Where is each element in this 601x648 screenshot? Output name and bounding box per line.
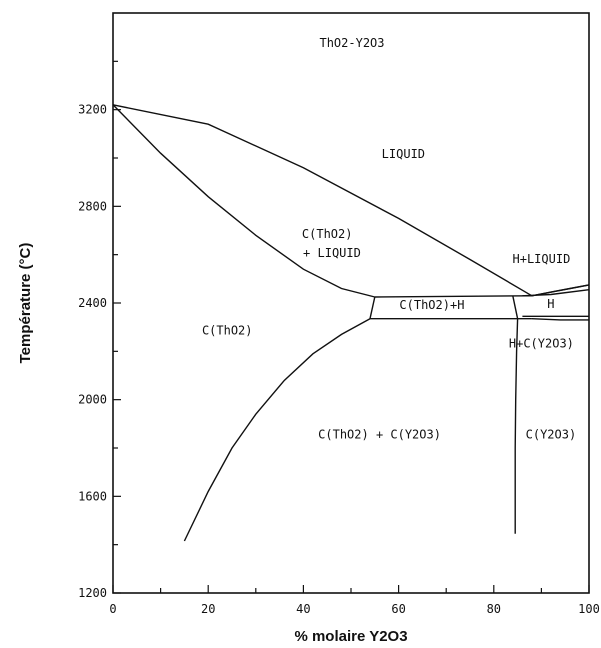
- x-tick-label: 40: [296, 602, 310, 616]
- x-tick-label: 80: [487, 602, 501, 616]
- plot-frame: [112, 12, 590, 594]
- x-tick-label: 100: [578, 602, 600, 616]
- curve-solidus-ThO2: [112, 104, 375, 298]
- region-label-h-liquid: H+LIQUID: [513, 252, 571, 266]
- y-tick-label: 2400: [78, 296, 107, 310]
- chart-title: ThO2-Y2O3: [319, 36, 384, 50]
- curve-h-lower-right: [531, 318, 589, 321]
- phase-boundaries: [112, 104, 590, 542]
- curve-solvus-ThO2: [183, 318, 371, 542]
- curve-liquidus: [112, 104, 590, 297]
- y-tick-label: 3200: [78, 103, 107, 117]
- curve-tho2-h-left-boundary: [369, 296, 376, 319]
- region-label-h: H: [547, 297, 554, 311]
- region-label-c-tho2: C(ThO2): [202, 323, 253, 337]
- region-label-liquid: LIQUID: [382, 147, 425, 161]
- region-label-c-tho2-c-y2o3: C(ThO2) + C(Y2O3): [318, 427, 441, 441]
- region-label-c-y2o3: C(Y2O3): [526, 427, 577, 441]
- curve-h-upper-inner: [522, 289, 590, 297]
- region-label-h-c-y2o3: H+C(Y2O3): [509, 337, 574, 351]
- region-label-c-tho2-liquid-2: + LIQUID: [303, 246, 361, 260]
- curve-h-upper-right: [531, 284, 590, 297]
- region-label-c-tho2-liquid-1: C(ThO2): [302, 227, 353, 241]
- x-tick-label: 0: [109, 602, 116, 616]
- region-label-c-tho2-h: C(ThO2)+H: [399, 298, 464, 312]
- y-axis-title: Température (°C): [17, 243, 34, 364]
- curve-peritectic-line: [374, 295, 532, 298]
- y-tick-label: 1200: [78, 586, 107, 600]
- curve-solvus-Y2O3: [514, 318, 519, 534]
- x-tick-label: 60: [391, 602, 405, 616]
- y-tick-label: 2800: [78, 199, 107, 213]
- x-axis-title: % molaire Y2O3: [294, 628, 407, 645]
- x-tick-label: 20: [201, 602, 215, 616]
- y-tick-label: 2000: [78, 393, 107, 407]
- curve-h-left-boundary: [512, 295, 519, 319]
- axis-ticks: 0 20 40 60 80 100 1200 1600 2000 2400 2800 3200: [78, 60, 600, 616]
- region-labels: LIQUID C(ThO2) + LIQUID H+LIQUID C(ThO2)+H H C…: [202, 147, 576, 441]
- y-tick-label: 1600: [78, 489, 107, 503]
